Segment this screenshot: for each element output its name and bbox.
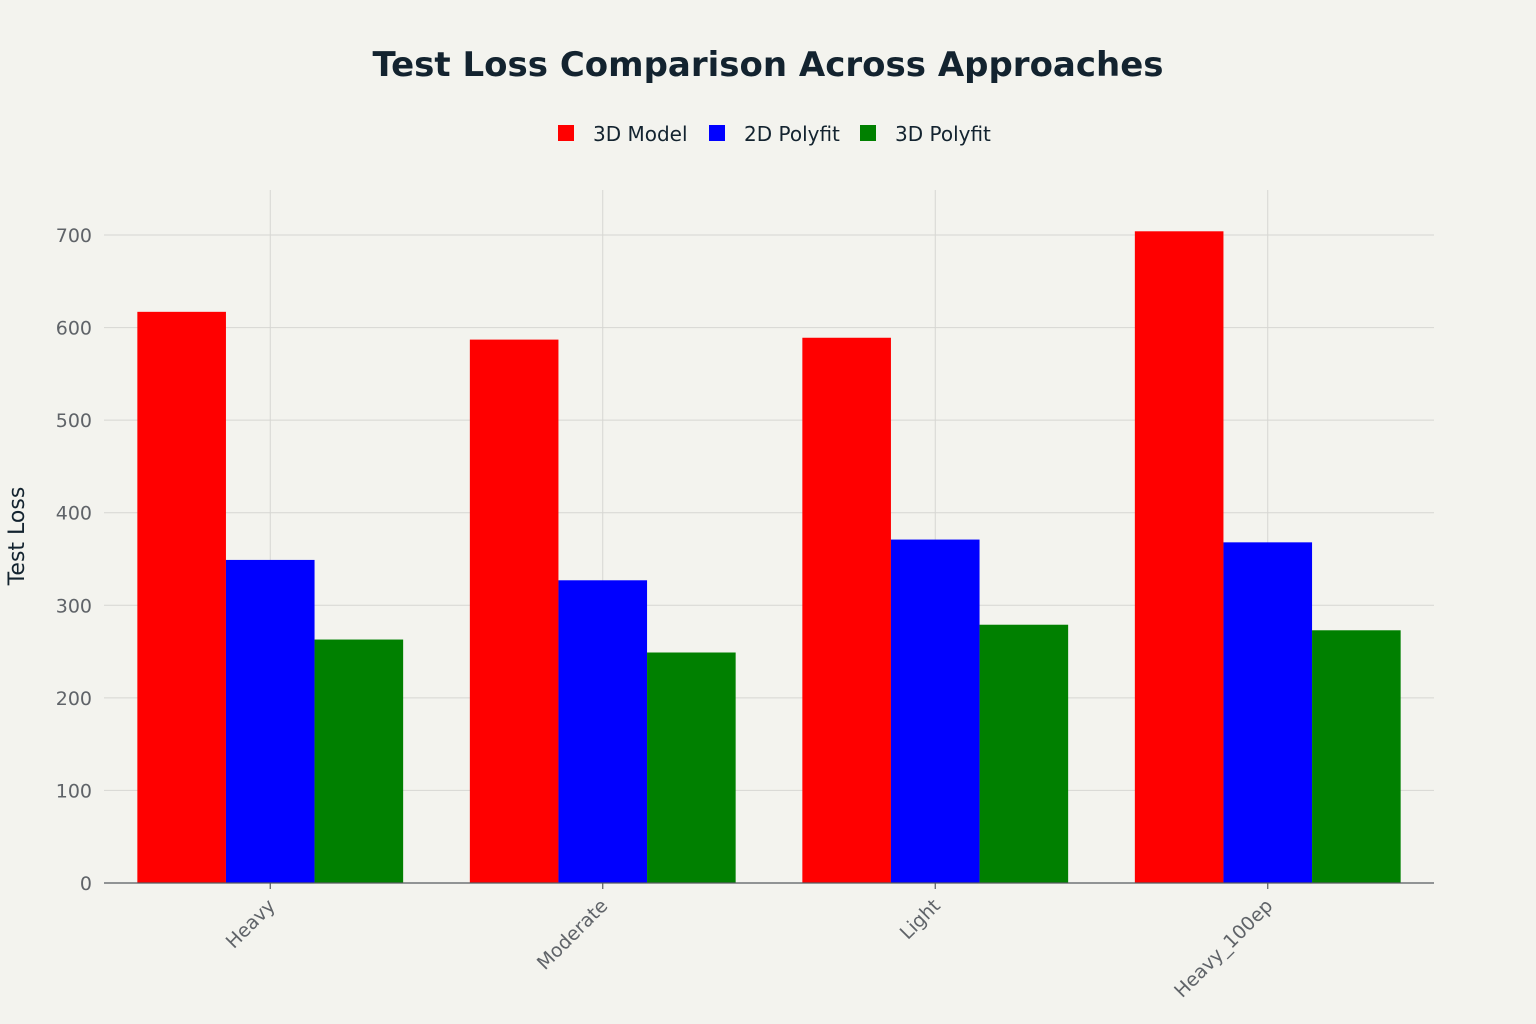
bar — [225, 559, 315, 883]
bars — [137, 231, 1401, 884]
bar — [890, 539, 980, 883]
x-tick-label: Light — [896, 895, 945, 944]
bar — [647, 652, 736, 883]
bar — [1312, 630, 1401, 883]
legend: 3D Model 2D Polyfit 3D Polyfit — [558, 122, 991, 146]
bar — [314, 639, 404, 883]
y-tick-label: 400 — [56, 503, 92, 525]
x-tick-label: Moderate — [533, 895, 612, 974]
y-tick-label: 200 — [56, 688, 92, 710]
legend-label: 3D Polyfit — [895, 122, 991, 146]
x-tick-label: Heavy_100ep — [1170, 895, 1277, 1002]
bar — [979, 624, 1069, 883]
legend-label: 2D Polyfit — [744, 122, 840, 146]
legend-label: 3D Model — [593, 122, 688, 146]
y-tick-label: 100 — [56, 780, 92, 802]
y-tick-label: 300 — [56, 595, 92, 617]
y-tick-label: 0 — [80, 873, 92, 895]
x-axis-ticks: Heavy Moderate Light Heavy_100ep — [222, 883, 1277, 1002]
bar — [137, 311, 226, 883]
bar — [469, 339, 559, 883]
x-tick-label: Heavy — [222, 895, 280, 953]
y-axis-title: Test Loss — [5, 487, 30, 587]
chart-title: Test Loss Comparison Across Approaches — [372, 45, 1163, 85]
y-tick-label: 700 — [56, 225, 92, 247]
y-axis-ticks: 0 100 200 300 400 500 600 700 — [56, 225, 92, 895]
y-tick-label: 500 — [56, 410, 92, 432]
y-tick-label: 600 — [56, 318, 92, 340]
legend-swatch — [709, 125, 725, 141]
bar — [1134, 231, 1224, 884]
legend-swatch — [860, 125, 876, 141]
legend-swatch — [558, 125, 574, 141]
bar — [558, 580, 648, 883]
bar — [1223, 542, 1313, 883]
bar — [802, 337, 891, 883]
